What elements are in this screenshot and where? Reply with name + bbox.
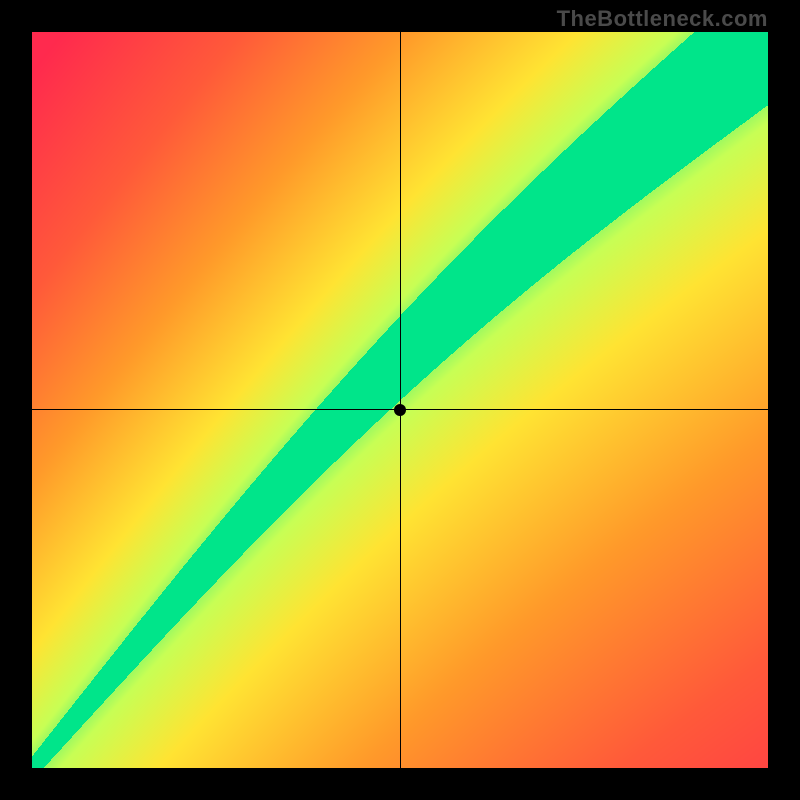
heatmap-plot (32, 32, 768, 768)
crosshair-vertical (400, 32, 401, 768)
watermark-text: TheBottleneck.com (557, 6, 768, 32)
crosshair-marker (394, 404, 406, 416)
chart-container: TheBottleneck.com (0, 0, 800, 800)
